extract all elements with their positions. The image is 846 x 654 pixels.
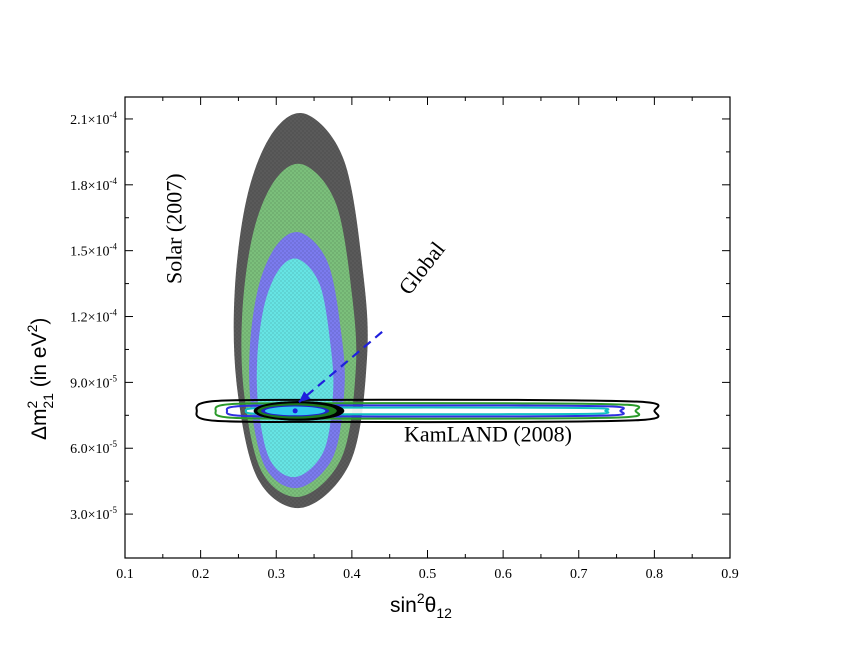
y-tick-label: 1.5×10-4 [70, 242, 117, 260]
plot-frame [124, 96, 731, 559]
y-axis-label-unit-sup: 2 [24, 324, 40, 332]
x-axis-label-sup: 2 [417, 590, 425, 606]
y-tick-mantissa: 2.1×10 [70, 113, 109, 128]
x-tick-label: 0.3 [268, 567, 286, 582]
y-tick-exponent: -4 [110, 242, 118, 252]
y-tick-exponent: -4 [110, 110, 118, 120]
y-tick-label: 1.2×10-4 [70, 308, 117, 326]
y-axis-label-unit-close: ) [28, 318, 51, 325]
best-fit-point [292, 408, 298, 414]
x-axis-label: sin2θ12 [390, 590, 452, 621]
y-axis-label: Δm221 (in eV2) [24, 318, 56, 440]
y-tick-exponent: -5 [110, 373, 118, 383]
y-tick-mantissa: 1.8×10 [70, 179, 109, 194]
x-tick-label: 0.1 [116, 567, 134, 582]
global-arrowhead [298, 391, 311, 403]
x-axis-label-theta: θ [425, 594, 437, 617]
y-axis-label-unit: (in eV [28, 332, 51, 393]
x-tick-label: 0.9 [721, 567, 739, 582]
x-tick-label: 0.7 [570, 567, 588, 582]
global-arrow [298, 331, 383, 403]
y-tick-mantissa: 6.0×10 [70, 442, 109, 457]
y-tick-label: 9.0×10-5 [70, 373, 117, 391]
y-tick-mantissa: 1.2×10 [70, 311, 109, 326]
y-tick-exponent: -5 [110, 505, 118, 515]
y-tick-mantissa: 9.0×10 [70, 376, 109, 391]
y-tick-label: 3.0×10-5 [70, 505, 117, 523]
x-tick-label: 0.5 [419, 567, 437, 582]
y-tick-mantissa: 1.5×10 [70, 245, 109, 260]
y-tick-exponent: -5 [110, 439, 118, 449]
axis-ticks: 0.1 0.2 0.3 0.4 0.5 0.6 0.7 0.8 0.93.0×10-56.0×1… [70, 97, 739, 582]
y-axis-label-delta: Δm [28, 408, 51, 440]
x-axis-label-main: sin [390, 594, 417, 617]
y-tick-mantissa: 3.0×10 [70, 508, 109, 523]
y-axis-label-sup: 2 [24, 400, 40, 408]
x-tick-label: 0.8 [646, 567, 664, 582]
kamland-annotation: KamLAND (2008) [404, 422, 572, 447]
y-axis-label-sub: 21 [40, 393, 56, 409]
kamland-contour-level-3 [195, 398, 660, 424]
solar-annotation: Solar (2007) [162, 173, 187, 284]
y-tick-exponent: -4 [110, 308, 118, 318]
y-tick-label: 6.0×10-5 [70, 439, 117, 457]
y-tick-label: 2.1×10-4 [70, 110, 117, 128]
y-tick-exponent: -4 [110, 176, 118, 186]
y-tick-label: 1.8×10-4 [70, 176, 117, 194]
x-tick-label: 0.6 [494, 567, 512, 582]
x-tick-label: 0.2 [192, 567, 210, 582]
plot-regions [195, 112, 660, 509]
x-axis-label-sub: 12 [436, 605, 452, 621]
global-annotation: Global [393, 237, 450, 300]
x-tick-label: 0.4 [343, 567, 361, 582]
